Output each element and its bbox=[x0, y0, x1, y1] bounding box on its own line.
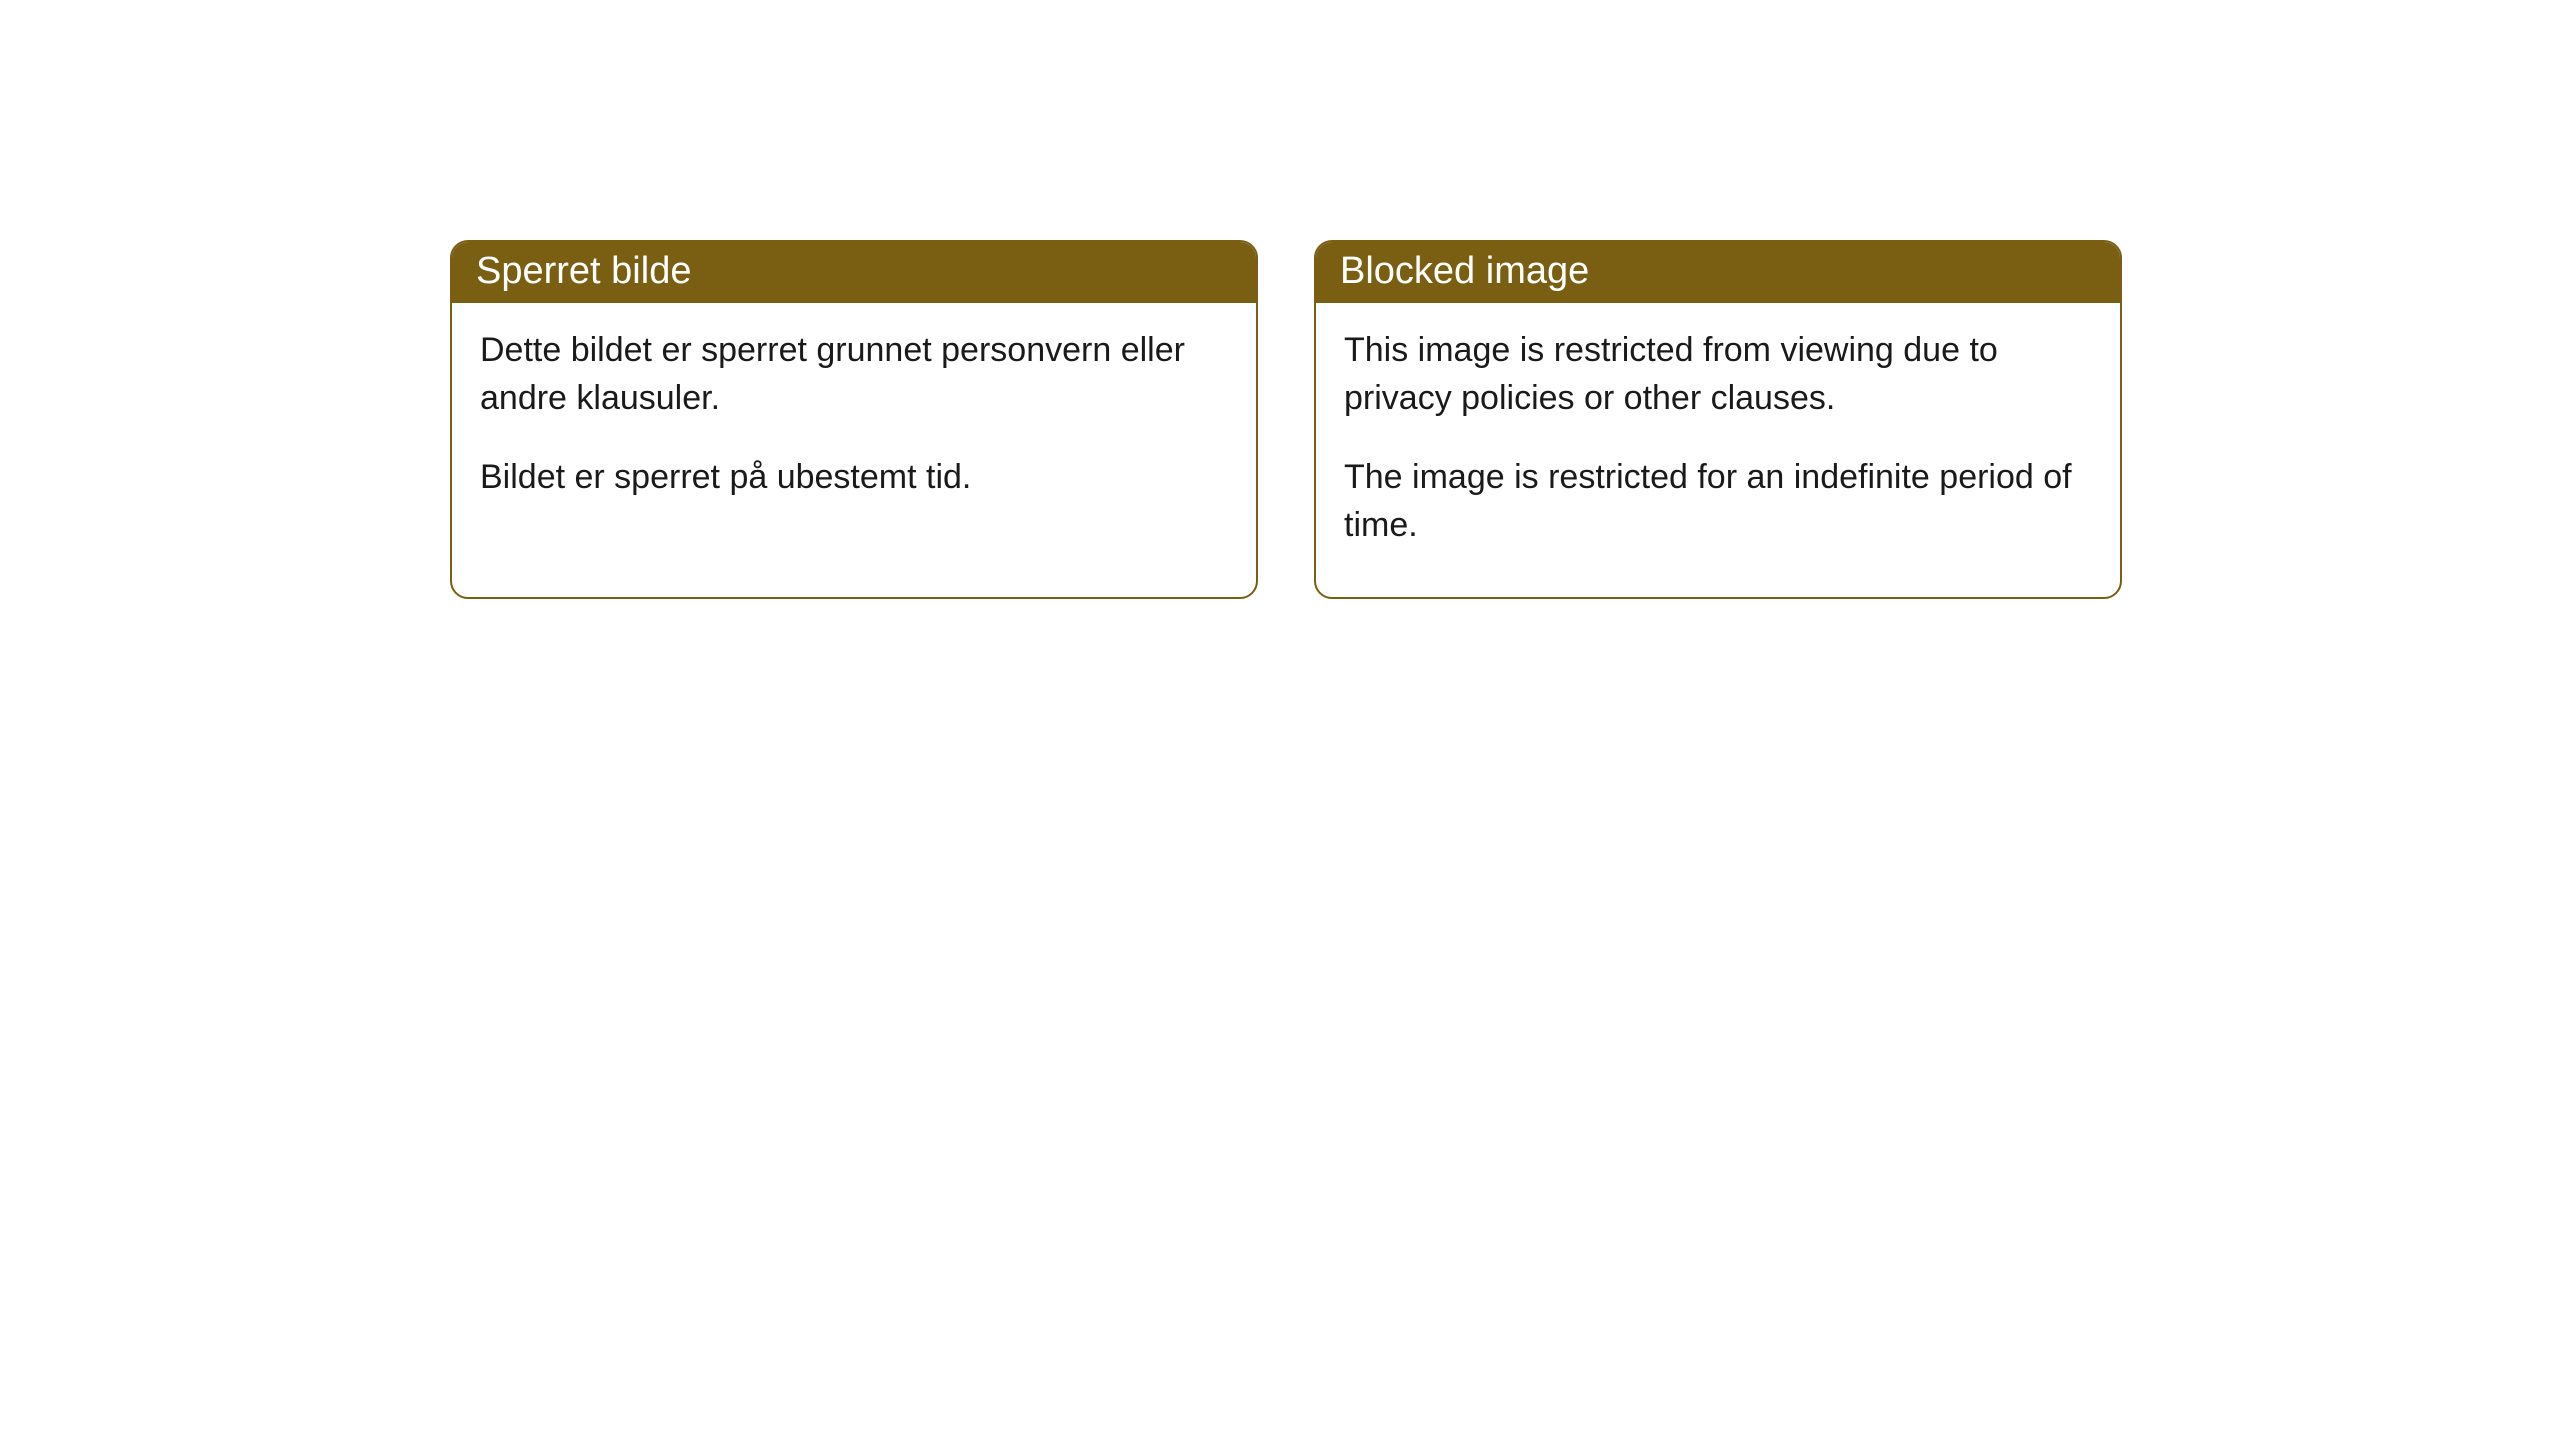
card-paragraph-2: Bildet er sperret på ubestemt tid. bbox=[480, 454, 1228, 502]
card-header: Sperret bilde bbox=[452, 242, 1256, 303]
card-body: Dette bildet er sperret grunnet personve… bbox=[452, 303, 1256, 550]
card-paragraph-2: The image is restricted for an indefinit… bbox=[1344, 454, 2092, 549]
card-paragraph-1: Dette bildet er sperret grunnet personve… bbox=[480, 327, 1228, 422]
blocked-image-card-english: Blocked image This image is restricted f… bbox=[1314, 240, 2122, 599]
card-header: Blocked image bbox=[1316, 242, 2120, 303]
blocked-image-card-norwegian: Sperret bilde Dette bildet er sperret gr… bbox=[450, 240, 1258, 599]
card-paragraph-1: This image is restricted from viewing du… bbox=[1344, 327, 2092, 422]
notice-cards-container: Sperret bilde Dette bildet er sperret gr… bbox=[450, 240, 2122, 599]
card-body: This image is restricted from viewing du… bbox=[1316, 303, 2120, 597]
